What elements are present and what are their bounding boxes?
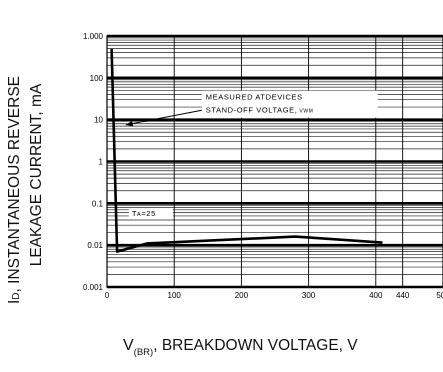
y-axis-title-line2: LEAKAGE CURRENT, mA xyxy=(28,83,45,266)
annotation-measured-suffix: VWM xyxy=(299,108,313,114)
annotation-leader-line xyxy=(125,109,202,126)
annotation-ta-sub: A xyxy=(137,212,141,218)
annotation-measured: MEASURED ATDEVICES STAND-OFF VOLTAGE, VWM xyxy=(125,90,378,127)
x-tick-label: 100 xyxy=(168,291,182,300)
annotation-ta-prefix: T xyxy=(132,209,137,218)
x-axis-title-sub: (BR) xyxy=(134,347,154,358)
series xyxy=(110,48,383,253)
annotation-ta-label: TA=25 xyxy=(132,209,156,218)
x-tick-label: 500 xyxy=(436,291,443,300)
y-axis-title-sub: D xyxy=(11,292,22,299)
y-axis-title-rest: , INSTANTANEOUS REVERSE xyxy=(6,76,23,292)
annotation-measured-line1: MEASURED ATDEVICES xyxy=(206,93,303,102)
annotation-measured-line2-text: STAND-OFF VOLTAGE, xyxy=(206,105,298,114)
grid xyxy=(106,34,443,289)
y-tick-label: 10 xyxy=(94,116,103,125)
y-axis-title-symbol: I xyxy=(6,300,23,304)
plot-frame xyxy=(106,35,443,288)
annotation-ta: TA=25 xyxy=(128,207,173,219)
y-tick-label: 100 xyxy=(90,74,104,83)
annotation-arrowhead xyxy=(125,120,134,127)
y-tick-labels: 1.000 100 10 1 0.1 0.01 0.001 xyxy=(83,32,104,292)
x-axis-title-rest: , BREAKDOWN VOLTAGE, V xyxy=(153,337,358,354)
y-tick-label: 1.000 xyxy=(83,32,104,41)
annotation-measured-box xyxy=(201,90,378,118)
annotation-ta-rest: =25 xyxy=(141,209,156,218)
y-tick-label: 0.01 xyxy=(87,241,103,250)
x-axis-title: V(BR), BREAKDOWN VOLTAGE, V xyxy=(123,337,358,358)
y-tick-label: 0.001 xyxy=(83,283,104,292)
x-tick-label: 300 xyxy=(302,291,316,300)
y-tick-label: 1 xyxy=(99,158,104,167)
series-line xyxy=(110,48,383,253)
y-axis-title-line1: ID, INSTANTANEOUS REVERSE xyxy=(6,76,23,304)
x-tick-label: 0 xyxy=(105,291,110,300)
x-tick-labels: 0 100 200 300 400 440 500 xyxy=(105,291,443,300)
annotation-measured-line2: STAND-OFF VOLTAGE, VWM xyxy=(206,105,314,114)
x-tick-label: 400 xyxy=(369,291,383,300)
annotation-ta-box xyxy=(128,207,173,219)
x-axis-title-symbol: V xyxy=(123,337,134,354)
x-tick-label: 440 xyxy=(396,291,410,300)
x-tick-label: 200 xyxy=(235,291,249,300)
y-tick-label: 0.1 xyxy=(92,199,104,208)
